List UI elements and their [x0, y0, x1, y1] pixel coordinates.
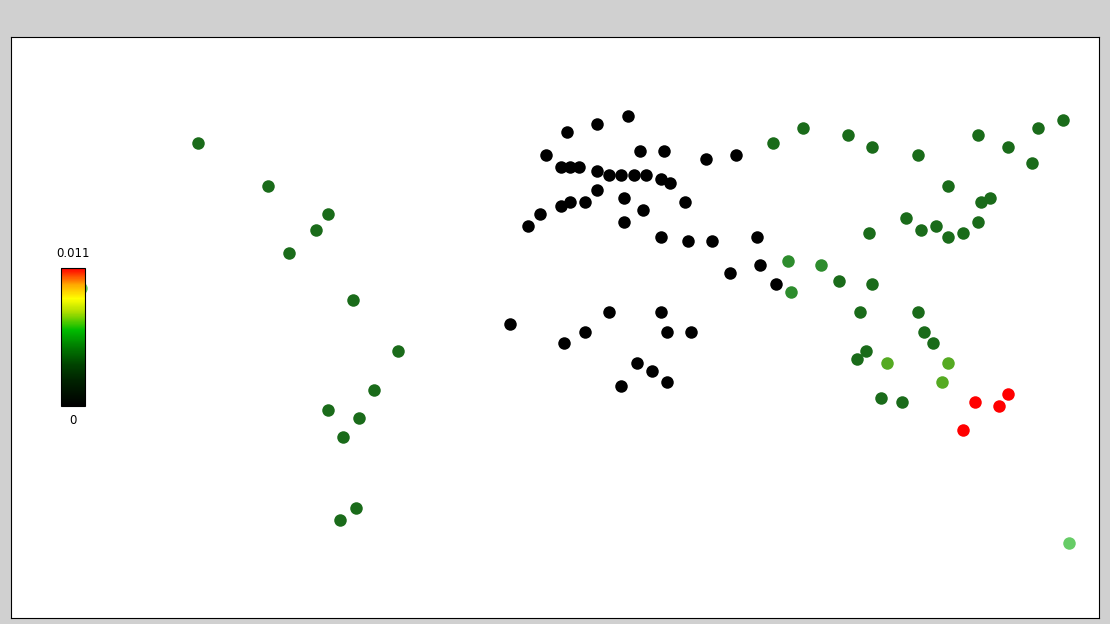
Text: 0.011: 0.011 — [57, 247, 90, 260]
Text: 0: 0 — [70, 414, 77, 427]
